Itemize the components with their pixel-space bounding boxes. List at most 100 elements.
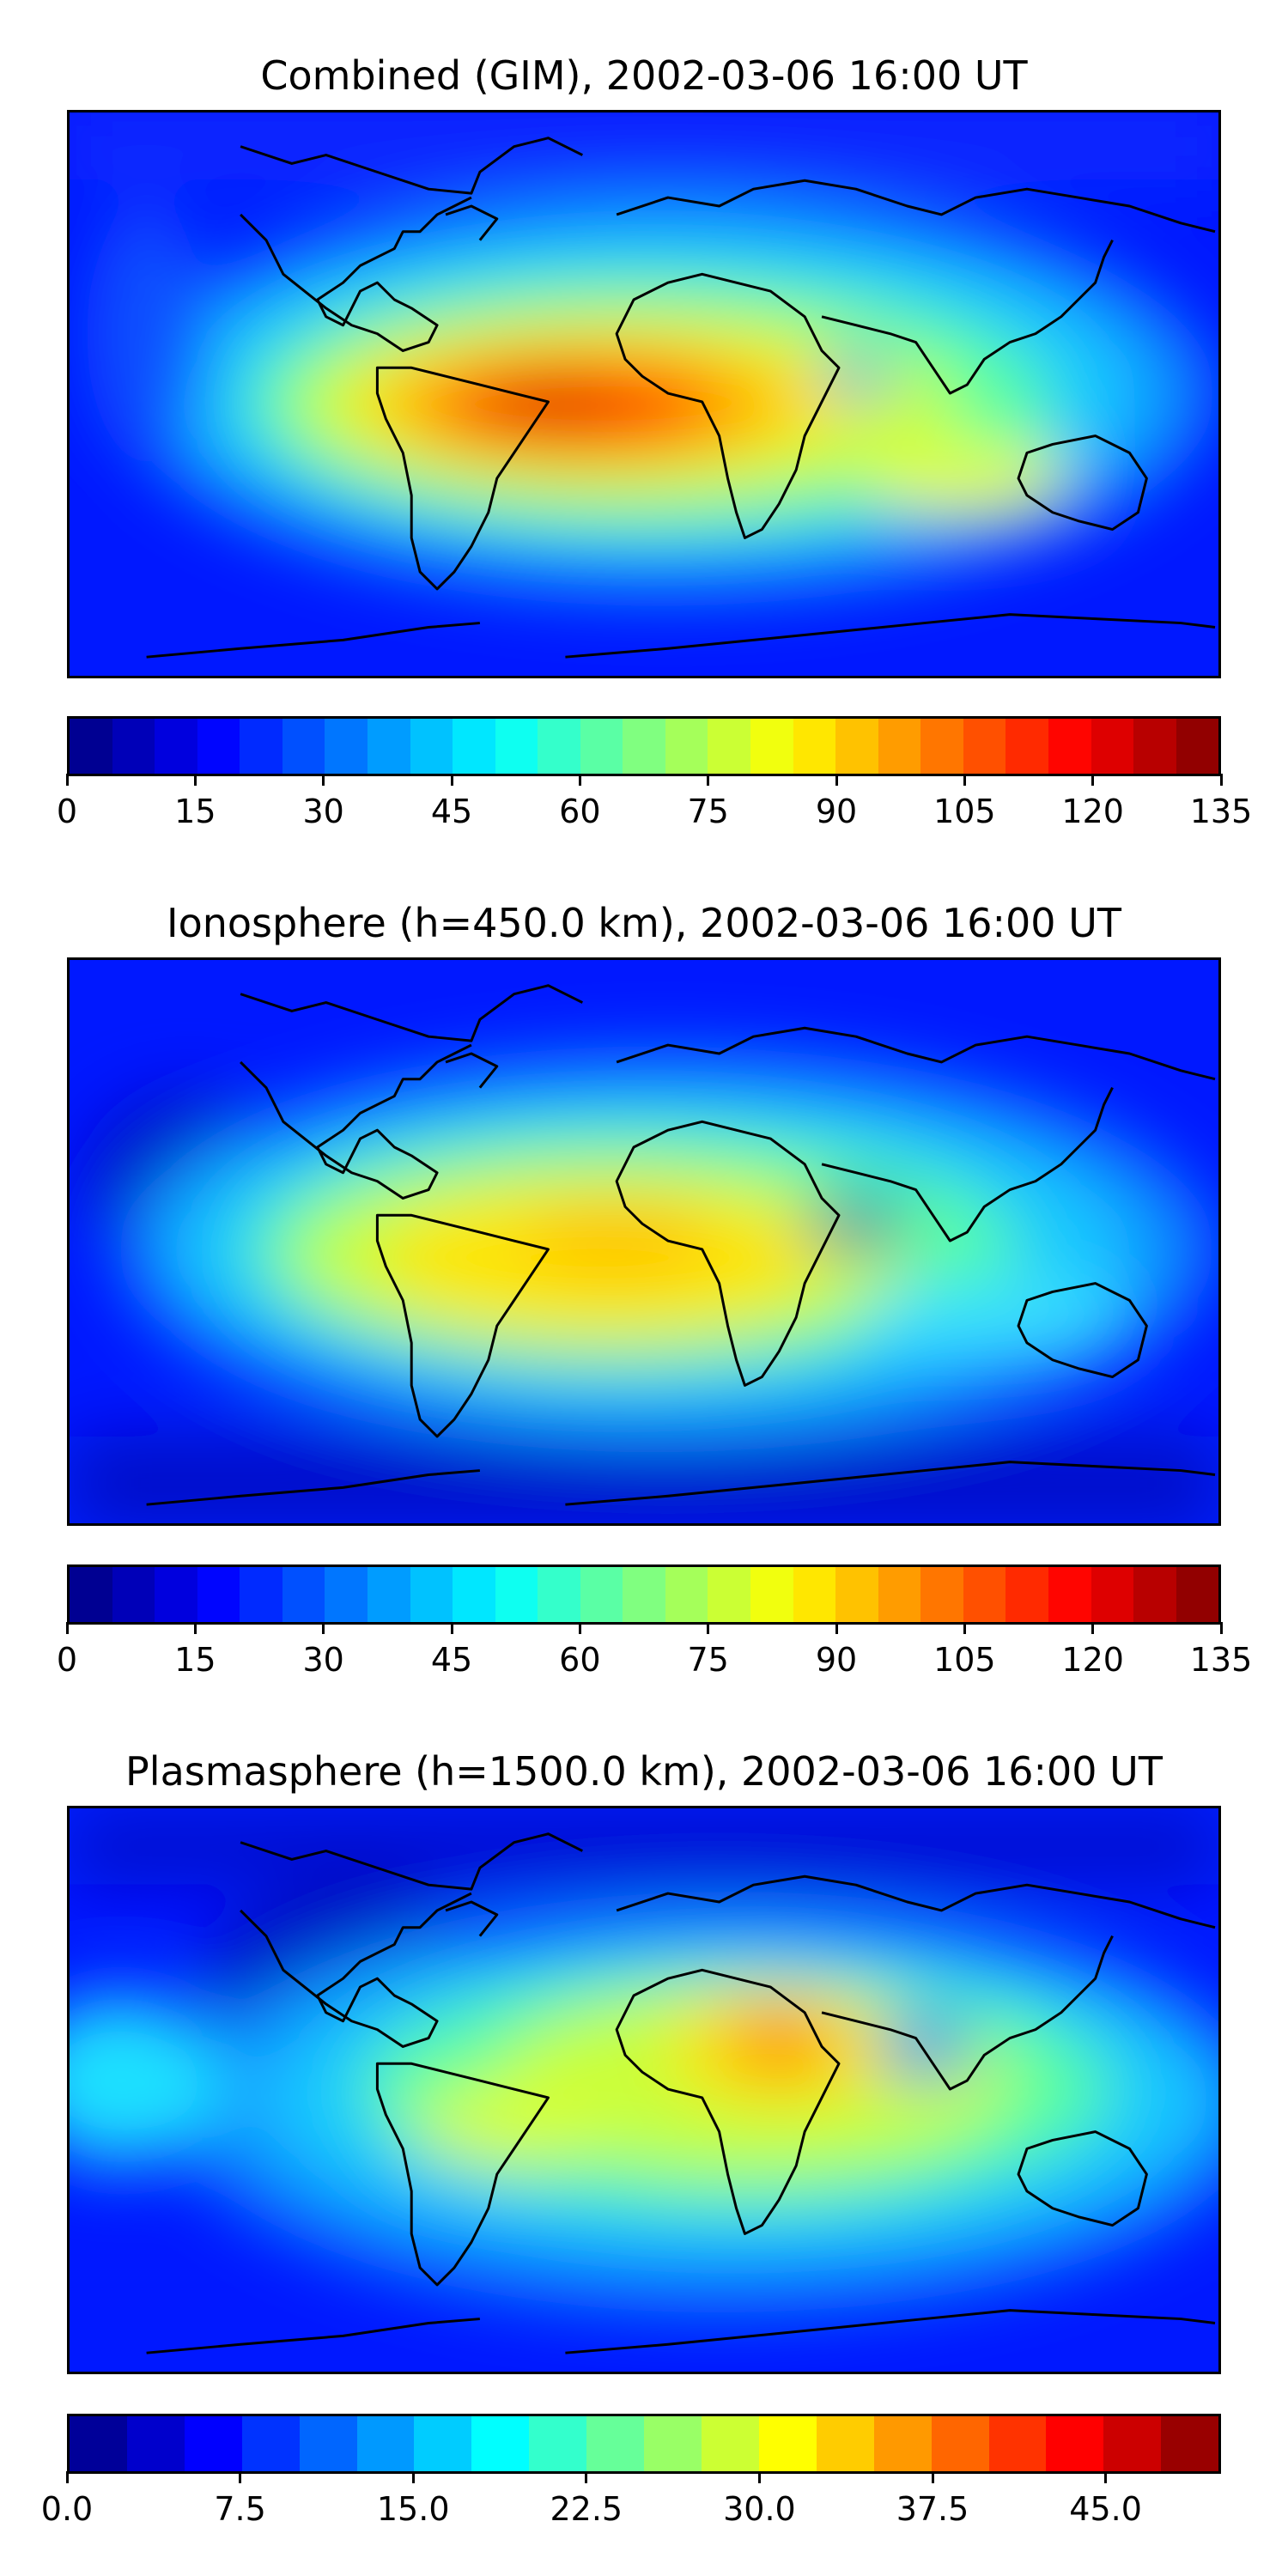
colorbar-segment — [282, 1567, 325, 1622]
colorbar-segment — [750, 1567, 793, 1622]
tick-mark — [963, 774, 966, 786]
tick-label: 45.0 — [1069, 2490, 1142, 2528]
tick-mark — [1091, 1622, 1095, 1634]
colorbar-segment — [793, 1567, 836, 1622]
colorbar-segment — [197, 1567, 240, 1622]
colorbar-segment — [155, 1567, 197, 1622]
map-plasmasphere — [67, 1806, 1221, 2374]
tick-label: 75 — [687, 793, 729, 830]
colorbar-segment — [495, 1567, 538, 1622]
tick-label: 0 — [56, 793, 78, 830]
colorbar-segment — [750, 719, 793, 774]
colorbar-segment — [708, 719, 750, 774]
tick-label: 37.5 — [896, 2490, 969, 2528]
colorbar-segment — [580, 719, 623, 774]
tick-mark — [239, 2471, 242, 2483]
tick-mark — [65, 1622, 69, 1634]
colorbar-combined — [67, 716, 1221, 776]
colorbar-segment — [644, 2416, 702, 2471]
colorbar-segment — [1161, 2416, 1219, 2471]
tick-mark — [193, 1622, 197, 1634]
tick-mark — [322, 1622, 325, 1634]
colorbar-segment — [963, 719, 1006, 774]
colorbar-ticks-combined: 0 15 30 45 60 75 90 105 120 135 — [57, 774, 1252, 834]
tick-label: 30 — [302, 1641, 344, 1679]
colorbar-segment — [471, 2416, 530, 2471]
tick-label: 22.5 — [550, 2490, 623, 2528]
tick-mark — [322, 774, 325, 786]
coastlines-combined — [146, 137, 1216, 659]
tick-label: 120 — [1061, 1641, 1124, 1679]
colorbar-segment — [878, 1567, 921, 1622]
colorbar-segment — [112, 719, 155, 774]
colorbar-segment — [873, 2416, 932, 2471]
colorbar-segment — [299, 2416, 357, 2471]
tick-mark — [1104, 2471, 1108, 2483]
colorbar-segment — [495, 719, 538, 774]
tick-mark — [450, 1622, 453, 1634]
colorbar-ticks-plasmasphere: 0.0 7.5 15.0 22.5 30.0 37.5 45.0 — [41, 2471, 1221, 2531]
colorbar-segment — [282, 719, 325, 774]
tick-mark — [578, 774, 581, 786]
map-ionosphere — [67, 957, 1221, 1526]
colorbar-segment — [1103, 2416, 1162, 2471]
colorbar-segment — [1133, 719, 1176, 774]
colorbar-segment — [70, 2416, 127, 2471]
tick-label: 75 — [687, 1641, 729, 1679]
colorbar-segment — [1091, 1567, 1134, 1622]
tick-label: 15 — [174, 793, 216, 830]
tick-label: 0.0 — [40, 2490, 94, 2528]
tick-label: 135 — [1189, 1641, 1253, 1679]
colorbar-segment — [1048, 1567, 1091, 1622]
colorbar-segment — [665, 719, 708, 774]
tick-mark — [411, 2471, 415, 2483]
colorbar-segment — [835, 1567, 878, 1622]
colorbar-segment — [920, 1567, 963, 1622]
colorbar-segment — [367, 719, 410, 774]
panel-title-ionosphere: Ionosphere (h=450.0 km), 2002-03-06 16:0… — [167, 900, 1121, 946]
tick-label: 60 — [559, 1641, 601, 1679]
tec-map-ionosphere — [70, 960, 1218, 1523]
colorbar-segment — [538, 1567, 580, 1622]
tick-mark — [963, 1622, 966, 1634]
colorbar-segment — [325, 719, 368, 774]
tick-label: 45 — [430, 1641, 473, 1679]
colorbar-segment — [988, 2416, 1047, 2471]
colorbar-segment — [240, 1567, 283, 1622]
tec-map-combined — [70, 112, 1218, 676]
colorbar-segment — [1176, 719, 1219, 774]
colorbar-ionosphere — [67, 1564, 1221, 1625]
colorbar-segment — [816, 2416, 874, 2471]
tick-label: 135 — [1189, 793, 1253, 830]
tick-mark — [835, 774, 838, 786]
colorbar-segment — [920, 719, 963, 774]
tick-mark — [931, 2471, 934, 2483]
colorbar-segment — [580, 1567, 623, 1622]
colorbar-segment — [126, 2416, 185, 2471]
tick-mark — [1091, 774, 1095, 786]
colorbar-segment — [1133, 1567, 1176, 1622]
colorbar-segment — [538, 719, 580, 774]
colorbar-segment — [708, 1567, 750, 1622]
tick-mark — [707, 774, 710, 786]
tick-label: 105 — [933, 1641, 996, 1679]
colorbar-plasmasphere — [67, 2414, 1221, 2474]
tick-mark — [193, 774, 197, 786]
coastlines-ionosphere — [146, 984, 1216, 1506]
tick-label: 90 — [815, 793, 858, 830]
tick-label: 45 — [430, 793, 473, 830]
colorbar-segment — [414, 2416, 472, 2471]
tick-mark — [578, 1622, 581, 1634]
tick-label: 30.0 — [723, 2490, 796, 2528]
colorbar-segment — [70, 719, 112, 774]
colorbar-segment — [701, 2416, 759, 2471]
colorbar-segment — [356, 2416, 415, 2471]
colorbar-segment — [665, 1567, 708, 1622]
panel-title-plasmasphere: Plasmasphere (h=1500.0 km), 2002-03-06 1… — [125, 1748, 1163, 1795]
colorbar-segment — [963, 1567, 1006, 1622]
tick-label: 15 — [174, 1641, 216, 1679]
colorbar-segment — [1176, 1567, 1219, 1622]
tick-label: 60 — [559, 793, 601, 830]
map-combined — [67, 110, 1221, 678]
colorbar-segment — [529, 2416, 587, 2471]
